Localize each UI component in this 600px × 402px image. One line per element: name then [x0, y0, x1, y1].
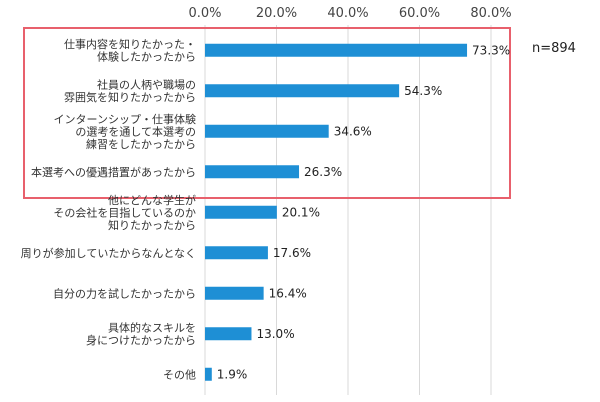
bar	[205, 246, 268, 260]
x-tick-label: 60.0%	[399, 6, 440, 21]
category-label-line: 仕事内容を知りたかった・	[64, 37, 196, 51]
bars	[205, 43, 468, 381]
category-label-line: 他にどんな学生が	[108, 193, 196, 207]
sample-size-label: n=894	[532, 41, 576, 56]
value-labels: 73.3% 54.3% 34.6% 26.3% 20.1% 17.6% 16.4% 13.0%…	[217, 43, 510, 381]
category-label: 本選考への優遇措置があったから	[31, 165, 196, 179]
category-label-line: 自分の力を試したかったから	[53, 286, 196, 300]
category-label-line: 知りたかったから	[108, 218, 196, 232]
bar	[205, 84, 400, 98]
category-label-line: 練習をしたかったから	[86, 137, 196, 151]
value-label: 26.3%	[304, 165, 342, 179]
bar	[205, 286, 264, 300]
x-tick-label: 20.0%	[256, 6, 297, 21]
category-label: 他にどんな学生がその会社を目指しているのか知りたかったから	[53, 193, 196, 232]
category-labels: 仕事内容を知りたかった・体験したかったから社員の人柄や職場の雰囲気を知りたかった…	[21, 37, 196, 381]
x-tick-label: 0.0%	[188, 6, 221, 21]
category-label-line: 社員の人柄や職場の	[97, 78, 196, 92]
category-label-line: 周りが参加していたからなんとなく	[21, 246, 196, 260]
bar	[205, 327, 252, 341]
highlight-box	[23, 27, 511, 199]
x-tick-label: 40.0%	[327, 6, 368, 21]
category-label-line: 具体的なスキルを	[108, 321, 196, 335]
bar	[205, 205, 277, 219]
x-axis-ticks: 0.0% 20.0% 40.0% 60.0% 80.0%	[188, 6, 511, 21]
value-label: 54.3%	[404, 84, 442, 98]
category-label: 周りが参加していたからなんとなく	[21, 246, 196, 260]
category-label-line: その会社を目指しているのか	[53, 205, 196, 219]
category-label: 社員の人柄や職場の雰囲気を知りたかったから	[64, 78, 196, 105]
value-label: 13.0%	[256, 327, 294, 341]
bar	[205, 165, 300, 179]
category-label-line: 体験したかったから	[97, 50, 196, 64]
category-label-line: 本選考への優遇措置があったから	[31, 165, 196, 179]
value-label: 34.6%	[334, 124, 372, 138]
bar	[205, 43, 468, 57]
category-label: 自分の力を試したかったから	[53, 286, 196, 300]
x-tick-label: 80.0%	[470, 6, 511, 21]
category-label-line: 雰囲気を知りたかったから	[64, 90, 196, 104]
bar	[205, 367, 212, 381]
value-label: 17.6%	[273, 246, 311, 260]
category-label: 具体的なスキルを身につけたかったから	[86, 321, 196, 348]
category-label: その他	[163, 368, 196, 381]
value-label: 16.4%	[269, 286, 307, 300]
bar	[205, 124, 329, 138]
value-label: 20.1%	[282, 205, 320, 219]
category-label-line: 身につけたかったから	[86, 333, 196, 347]
category-label-line: その他	[163, 368, 196, 381]
category-label: インターンシップ・仕事体験の選考を通して本選考の練習をしたかったから	[54, 112, 196, 151]
value-label: 73.3%	[472, 43, 510, 57]
category-label-line: インターンシップ・仕事体験	[54, 112, 196, 126]
category-label-line: の選考を通して本選考の	[75, 124, 196, 138]
category-label: 仕事内容を知りたかった・体験したかったから	[64, 37, 196, 64]
value-label: 1.9%	[217, 367, 248, 381]
